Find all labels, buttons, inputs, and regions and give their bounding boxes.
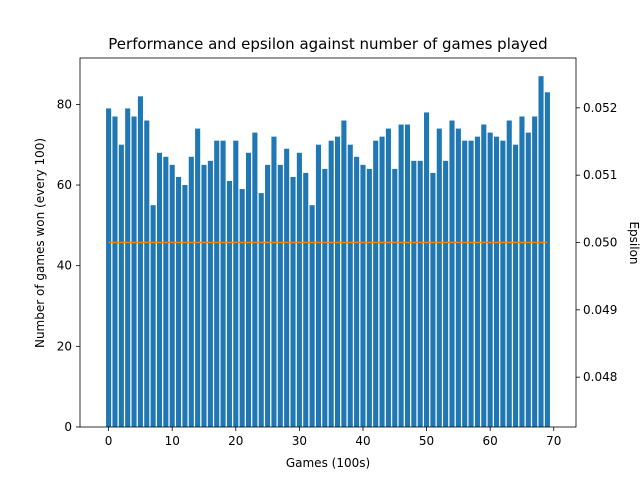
bar: [506, 120, 512, 427]
y2-tick-label: 0.052: [583, 101, 617, 115]
bar: [258, 193, 264, 427]
bar: [239, 189, 245, 427]
bar: [252, 132, 258, 428]
bar: [500, 140, 506, 428]
y-tick-label: 20: [57, 339, 72, 353]
bar: [532, 116, 538, 427]
bar: [513, 144, 519, 427]
bar: [519, 116, 525, 427]
bar: [481, 124, 487, 427]
bar: [315, 144, 322, 427]
x-tick-label: 40: [355, 434, 370, 448]
bar: [163, 156, 169, 428]
bar: [544, 92, 550, 427]
bar: [366, 168, 372, 427]
bar: [443, 160, 449, 427]
bar-series: [106, 76, 550, 428]
bar: [245, 152, 252, 427]
bar: [220, 140, 226, 428]
y2-tick-label: 0.049: [583, 303, 617, 317]
y2-axis-ticks: 0.048 0.049 0.050 0.051 0.052: [576, 101, 617, 384]
bar: [322, 168, 328, 427]
bar: [417, 160, 423, 427]
bar: [309, 205, 315, 427]
bar: [373, 140, 379, 428]
y-tick-label: 60: [57, 178, 72, 192]
bar: [538, 76, 544, 428]
x-tick-label: 60: [483, 434, 498, 448]
bar: [474, 136, 480, 427]
y-axis-ticks: 0 20 40 60 80: [57, 97, 80, 434]
bar: [436, 128, 442, 427]
bar: [284, 148, 290, 428]
x-tick-label: 30: [292, 434, 307, 448]
y2-tick-label: 0.050: [583, 236, 617, 250]
bar: [106, 108, 112, 427]
bar: [347, 144, 353, 427]
bar: [525, 132, 531, 428]
bar: [328, 140, 334, 428]
bar: [207, 160, 213, 427]
y2-axis-label: Epsilon: [627, 221, 640, 264]
x-tick-label: 50: [419, 434, 434, 448]
bar: [462, 140, 468, 428]
bar: [487, 132, 493, 428]
bar: [112, 116, 118, 427]
bar: [398, 124, 404, 427]
x-axis-label: Games (100s): [286, 456, 370, 470]
bar: [360, 164, 366, 427]
bar: [392, 168, 398, 427]
bar: [354, 156, 360, 428]
bar: [226, 181, 232, 427]
bar: [296, 152, 302, 427]
bar: [449, 120, 455, 427]
bar: [455, 128, 461, 427]
bar: [125, 108, 131, 427]
y-axis-label: Number of games won (every 100): [33, 138, 47, 348]
bar: [341, 120, 347, 427]
bar: [118, 144, 124, 427]
x-tick-label: 10: [165, 434, 180, 448]
bar: [334, 136, 341, 427]
bar: [156, 152, 163, 427]
bar: [468, 140, 474, 428]
bar: [188, 156, 194, 428]
bar: [182, 185, 188, 427]
bar: [493, 136, 500, 427]
y-tick-label: 80: [57, 97, 72, 111]
bar: [195, 128, 201, 427]
bar: [271, 136, 277, 427]
bar: [137, 96, 143, 427]
bar: [290, 176, 296, 427]
bar: [404, 124, 411, 427]
bar: [214, 140, 220, 428]
bar: [233, 140, 239, 428]
bar: [430, 172, 436, 427]
bar: [385, 128, 391, 427]
y2-tick-label: 0.051: [583, 168, 617, 182]
bar: [265, 164, 271, 427]
chart-title: Performance and epsilon against number o…: [108, 35, 547, 53]
bar: [303, 172, 309, 427]
bar: [424, 112, 430, 427]
bar: [144, 120, 150, 427]
bar: [150, 205, 156, 427]
bar: [201, 164, 207, 427]
x-axis-ticks: 0 10 20 30 40 50 60 70: [105, 427, 561, 448]
x-tick-label: 70: [546, 434, 561, 448]
x-tick-label: 20: [228, 434, 243, 448]
bar: [379, 136, 385, 427]
y-tick-label: 40: [57, 259, 72, 273]
bar: [411, 160, 417, 427]
x-tick-label: 0: [105, 434, 113, 448]
bar: [131, 116, 137, 427]
bar: [169, 164, 175, 427]
bar: [176, 176, 182, 427]
bar: [277, 164, 283, 427]
y2-tick-label: 0.048: [583, 370, 617, 384]
y-tick-label: 0: [64, 420, 72, 434]
